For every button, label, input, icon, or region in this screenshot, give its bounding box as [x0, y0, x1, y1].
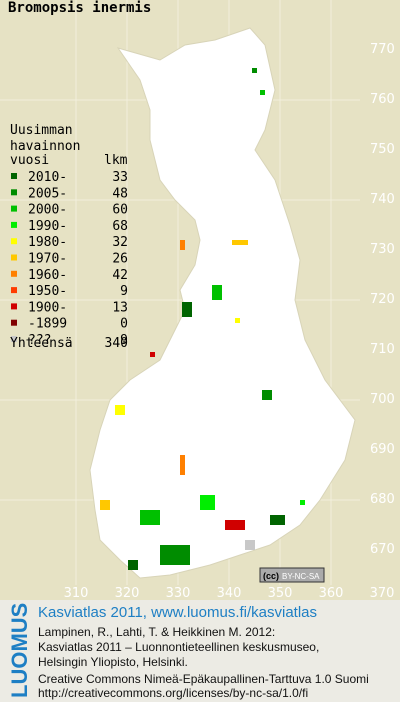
legend-count: 9 — [120, 333, 128, 348]
legend-label: 1980- — [28, 235, 67, 250]
legend-label: -1899 — [28, 317, 67, 332]
legend-count: 13 — [112, 300, 128, 315]
legend-col-header: lkm — [104, 153, 128, 168]
legend-count: 68 — [112, 219, 128, 234]
y-coordinate-label: 760 — [370, 92, 395, 107]
legend-label: 1960- — [28, 268, 67, 283]
license-badge-cc: (cc) — [263, 571, 279, 581]
x-coordinate-label: 320 — [115, 586, 140, 601]
legend-col-header: vuosi — [10, 153, 49, 168]
legend-swatch — [11, 336, 17, 342]
legend-heading: Uusimman — [10, 123, 73, 138]
legend: 2010- 33 2005- 48 2000- 60 1990- 68 1980- 32 1970-… — [11, 170, 128, 348]
x-coordinate-label: 340 — [217, 586, 242, 601]
species-title: Bromopsis inermis — [8, 0, 151, 16]
license-badge — [259, 567, 325, 583]
legend-count: 26 — [112, 252, 128, 267]
legend-count: 9 — [120, 284, 128, 299]
license-line: http://creativecommons.org/licenses/by-n… — [38, 686, 308, 700]
legend-count: 60 — [112, 203, 128, 218]
y-coordinate-label: 730 — [370, 242, 395, 257]
y-coordinate-label: 750 — [370, 142, 395, 157]
legend-label: 1970- — [28, 252, 67, 267]
legend-label: 1990- — [28, 219, 67, 234]
legend-swatch — [11, 221, 17, 228]
legend-heading: havainnon — [10, 139, 80, 154]
legend-count: 33 — [112, 170, 128, 185]
legend-count: 48 — [112, 186, 128, 201]
legend-total: 340 — [105, 336, 128, 351]
finland-outline — [89, 27, 356, 579]
legend-total-label: Yhteensä — [10, 336, 73, 351]
legend-label: 1900- — [28, 300, 67, 315]
footer-background — [0, 600, 400, 702]
y-coordinate-label: 700 — [370, 392, 395, 407]
legend-count: 0 — [120, 317, 128, 332]
legend-swatch — [11, 173, 17, 179]
legend-swatch — [11, 205, 17, 212]
y-coordinate-label: 770 — [370, 42, 395, 57]
legend-swatch — [11, 238, 17, 245]
x-coordinate-label: 360 — [319, 586, 344, 601]
legend-swatch — [11, 270, 17, 277]
citation-line: Helsingin Yliopisto, Helsinki. — [38, 655, 188, 669]
y-coordinate-label: 710 — [370, 342, 395, 357]
y-coordinate-label: 680 — [370, 492, 395, 507]
x-coordinate-label: 370 — [370, 586, 395, 601]
legend-swatch — [11, 319, 17, 326]
footer-title: Kasviatlas 2011, www.luomus.fi/kasviatla… — [38, 604, 317, 621]
y-coordinate-label: 670 — [370, 542, 395, 557]
x-coordinate-label: 330 — [166, 586, 191, 601]
legend-label: 2000- — [28, 203, 67, 218]
legend-swatch — [11, 189, 17, 196]
logo: LUOMUS — [7, 603, 32, 698]
legend-count: 32 — [112, 235, 128, 250]
legend-swatch — [11, 254, 17, 261]
y-coordinate-label: 690 — [370, 442, 395, 457]
occurrence-squares — [100, 68, 305, 570]
x-coordinate-label: 350 — [268, 586, 293, 601]
legend-swatch — [11, 287, 17, 294]
legend-label: 1950- — [28, 284, 67, 299]
license-badge-text: BY-NC-SA — [282, 572, 320, 581]
license-line: Creative Commons Nimeä-Epäkaupallinen-Ta… — [38, 672, 369, 686]
legend-label: ??? — [28, 333, 51, 348]
legend-label: 2010- — [28, 170, 67, 185]
citation-line: Lampinen, R., Lahti, T. & Heikkinen M. 2… — [38, 625, 275, 639]
citation-line: Kasviatlas 2011 – Luonnontieteellinen ke… — [38, 640, 319, 654]
legend-label: 2005- — [28, 186, 67, 201]
x-coordinate-label: 310 — [64, 586, 89, 601]
y-coordinate-label: 740 — [370, 192, 395, 207]
legend-count: 42 — [112, 268, 128, 283]
y-coordinate-label: 720 — [370, 292, 395, 307]
legend-swatch — [11, 303, 17, 310]
